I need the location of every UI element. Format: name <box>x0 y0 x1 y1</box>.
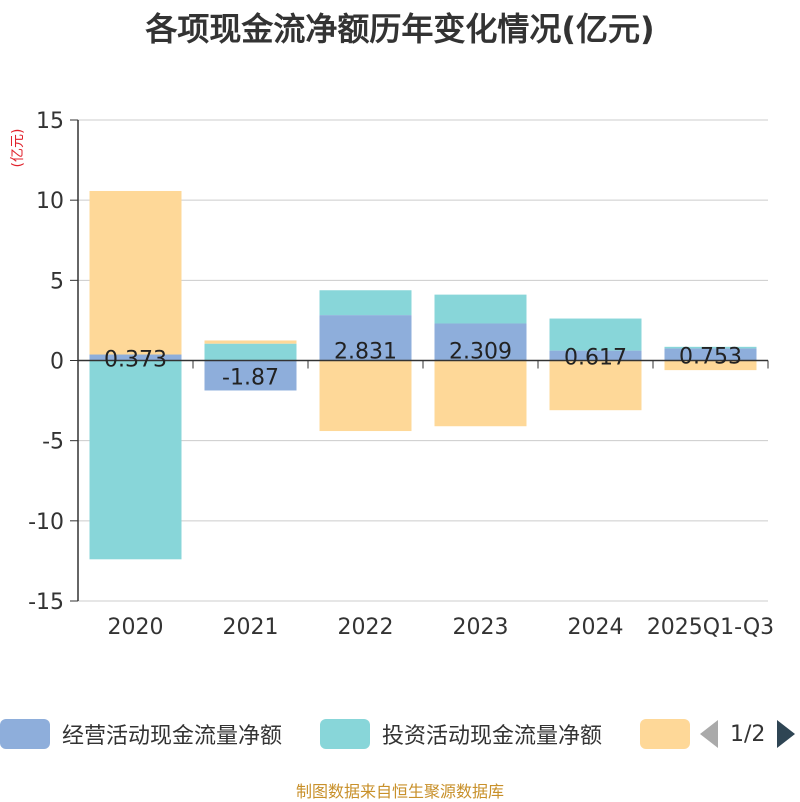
x-tick-label: 2021 <box>223 615 279 640</box>
x-tick-label: 2020 <box>108 615 164 640</box>
bar-1-2021 <box>204 343 297 361</box>
bar-2-2024 <box>549 360 642 411</box>
chart-title: 各项现金流净额历年变化情况(亿元) <box>145 10 655 48</box>
bar-2-2023 <box>434 360 527 427</box>
bar-1-2022 <box>319 290 412 316</box>
legend-swatch-financing <box>640 719 690 749</box>
y-tick-label: -5 <box>42 430 64 455</box>
bar-0-2020 <box>89 354 182 361</box>
legend-item-financing[interactable] <box>640 716 702 752</box>
bar-1-2025Q1-Q3 <box>664 346 757 349</box>
data-label: 2.831 <box>334 340 397 365</box>
cashflow-bar-chart: 15 10 5 0 -5 -10 -15 0.373 -1.87 2.831 2.309 0.617 0… <box>28 109 774 640</box>
legend-pager: 1/2 <box>700 716 796 752</box>
x-tick-label: 2024 <box>568 615 624 640</box>
x-tick-label: 2025Q1-Q3 <box>647 615 774 640</box>
y-tick-label: 5 <box>50 269 64 294</box>
bar-0-2022 <box>319 315 412 361</box>
legend-label-operating: 经营活动现金流量净额 <box>62 724 283 749</box>
legend-item-operating[interactable]: 经营活动现金流量净额 <box>0 716 282 752</box>
prev-page-icon[interactable] <box>700 720 718 748</box>
data-label: 0.373 <box>104 348 167 373</box>
next-page-icon[interactable] <box>777 720 796 748</box>
legend-page-indicator: 1/2 <box>730 721 766 747</box>
bar-1-2023 <box>434 294 527 324</box>
x-tick-label: 2023 <box>453 615 509 640</box>
bar-2-2021 <box>204 340 297 344</box>
data-source-footer: 制图数据来自恒生聚源数据库 <box>295 782 504 801</box>
bar-0-2021 <box>204 360 297 391</box>
bar-0-2023 <box>434 323 527 361</box>
y-tick-label: 15 <box>36 109 64 134</box>
legend-label-investing: 投资活动现金流量净额 <box>382 724 603 749</box>
legend: 经营活动现金流量净额 投资活动现金流量净额 <box>0 716 800 756</box>
bar-1-2024 <box>549 318 642 351</box>
y-tick-label: -10 <box>28 510 64 535</box>
bar-2-2025Q1-Q3 <box>664 360 757 371</box>
bar-0-2024 <box>549 350 642 361</box>
bar-1-2020 <box>89 360 182 560</box>
data-label: -1.87 <box>222 365 279 390</box>
bar-2-2022 <box>319 360 412 432</box>
y-tick-label: 0 <box>50 350 64 375</box>
legend-item-investing[interactable]: 投资活动现金流量净额 <box>320 716 602 752</box>
data-label: 0.617 <box>564 346 627 371</box>
y-tick-label: -15 <box>28 590 64 615</box>
data-label: 0.753 <box>679 344 742 369</box>
data-label: 2.309 <box>449 340 512 365</box>
legend-swatch-investing <box>320 719 370 749</box>
x-tick-label: 2022 <box>338 615 394 640</box>
bar-2-2020 <box>89 190 182 355</box>
legend-swatch-operating <box>0 719 50 749</box>
y-tick-label: 10 <box>36 189 64 214</box>
bar-0-2025Q1-Q3 <box>664 348 757 361</box>
